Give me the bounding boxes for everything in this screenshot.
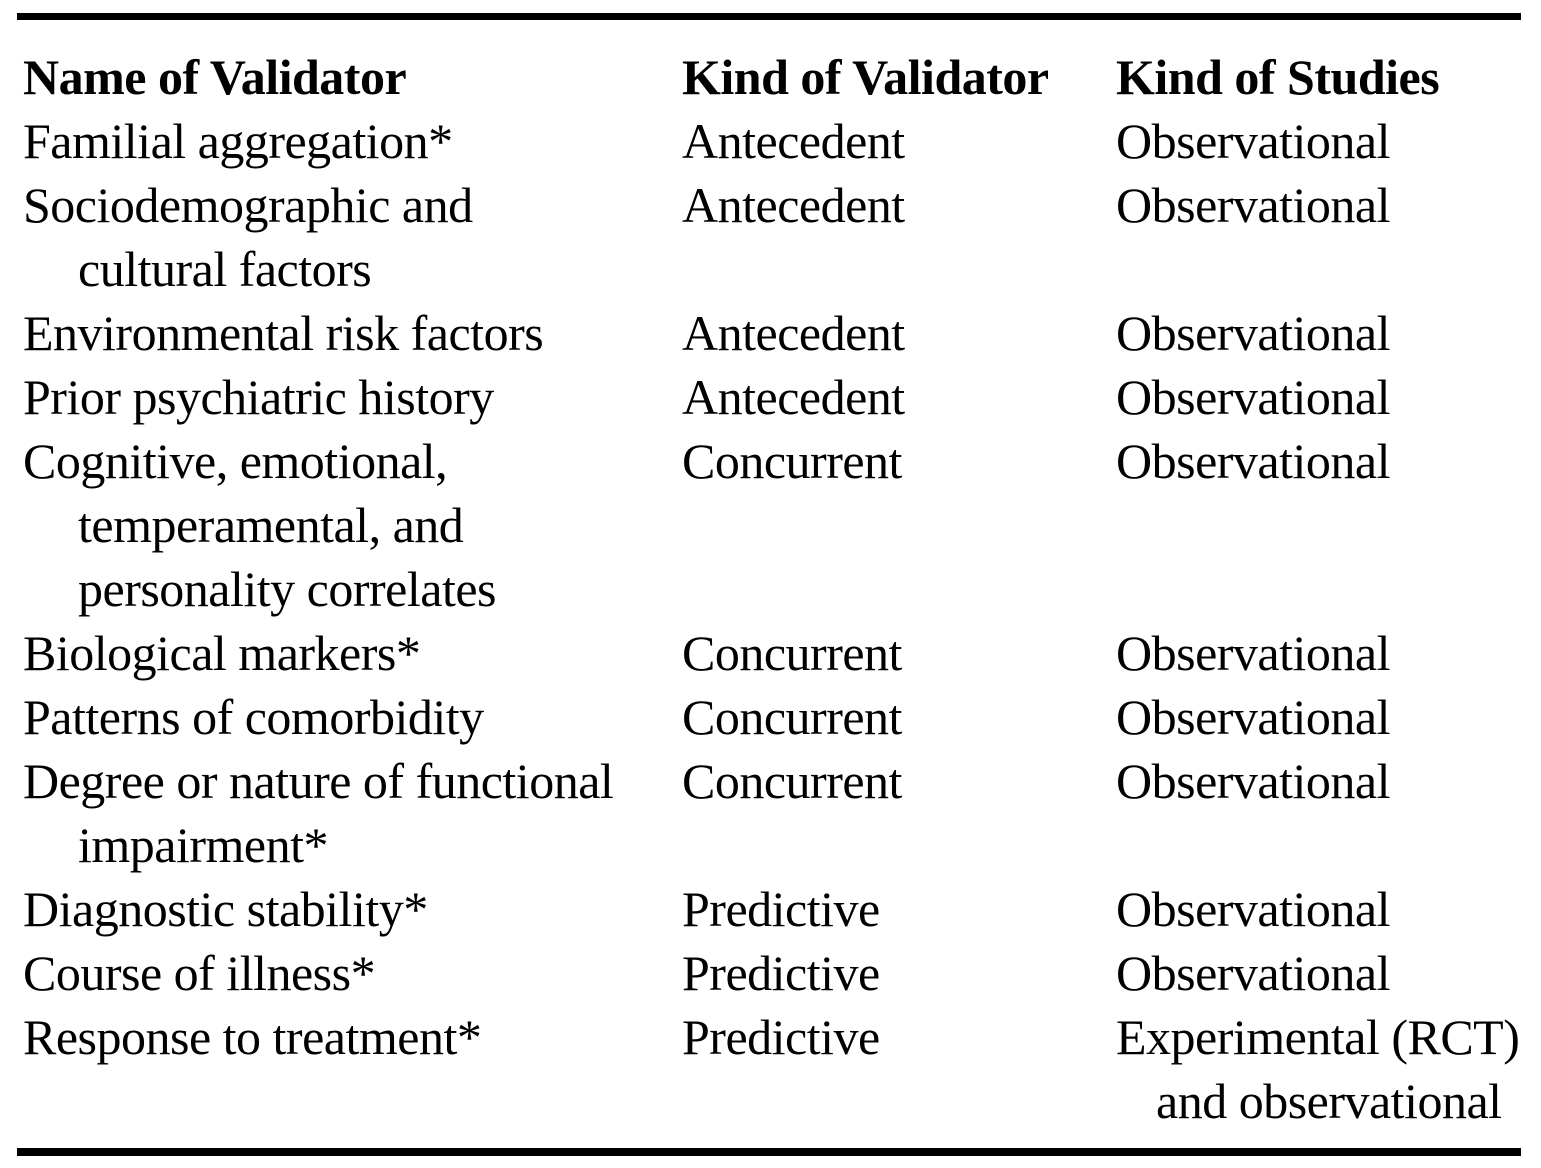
table-row: Course of illness* Predictive Observatio… (23, 941, 1541, 1005)
cell-line: Observational (1116, 177, 1390, 233)
cell-line: Concurrent (682, 753, 902, 809)
cell-line: Predictive (682, 1009, 880, 1065)
table-header-row: Name of Validator Kind of Validator Kind… (23, 45, 1541, 109)
cell-line: Cognitive, emotional, (23, 433, 448, 489)
cell-line: personality correlates (78, 561, 496, 617)
cell-kind-of-studies: Observational (1116, 301, 1541, 365)
table-bottom-rule (17, 1148, 1521, 1156)
cell-name-of-validator: Cognitive, emotional, temperamental, and p… (23, 429, 682, 621)
cell-line: Familial aggregation* (23, 113, 453, 169)
cell-kind-of-validator: Antecedent (682, 173, 1116, 237)
cell-name-of-validator: Prior psychiatric history (23, 365, 682, 429)
cell-name-of-validator: Biological markers* (23, 621, 682, 685)
cell-line: Antecedent (682, 369, 905, 425)
cell-kind-of-studies: Observational (1116, 685, 1541, 749)
cell-name-of-validator: Sociodemographic and cultural factors (23, 173, 682, 301)
cell-line: Degree or nature of functional (23, 753, 614, 809)
cell-line: Concurrent (682, 689, 902, 745)
cell-line: Observational (1116, 369, 1390, 425)
table-row: Diagnostic stability* Predictive Observa… (23, 877, 1541, 941)
cell-line: Observational (1116, 625, 1390, 681)
cell-name-of-validator: Diagnostic stability* (23, 877, 682, 941)
cell-name-of-validator: Patterns of comorbidity (23, 685, 682, 749)
cell-kind-of-validator: Predictive (682, 877, 1116, 941)
cell-line: Observational (1116, 753, 1390, 809)
cell-kind-of-validator: Antecedent (682, 109, 1116, 173)
cell-line: impairment* (78, 817, 329, 873)
cell-line: Antecedent (682, 177, 905, 233)
cell-line: temperamental, and (78, 497, 464, 553)
cell-name-of-validator: Response to treatment* (23, 1005, 682, 1069)
column-header-name-of-validator: Name of Validator (23, 45, 682, 109)
cell-kind-of-validator: Concurrent (682, 429, 1116, 493)
header-label: Kind of Studies (1116, 49, 1440, 105)
cell-kind-of-validator: Antecedent (682, 365, 1116, 429)
cell-line: Observational (1116, 881, 1390, 937)
cell-line: Environmental risk factors (23, 305, 544, 361)
cell-kind-of-validator: Predictive (682, 941, 1116, 1005)
table-row: Degree or nature of functional impairment… (23, 749, 1541, 877)
cell-kind-of-studies: Observational (1116, 109, 1541, 173)
cell-line: Experimental (RCT) (1116, 1009, 1520, 1065)
cell-line: and observational (1156, 1073, 1502, 1129)
table-row: Patterns of comorbidity Concurrent Obser… (23, 685, 1541, 749)
cell-kind-of-validator: Antecedent (682, 301, 1116, 365)
table-body: Familial aggregation* Antecedent Observa… (23, 109, 1541, 1133)
cell-kind-of-studies: Observational (1116, 429, 1541, 493)
cell-line: Concurrent (682, 433, 902, 489)
cell-kind-of-studies: Observational (1116, 749, 1541, 813)
cell-line: Observational (1116, 113, 1390, 169)
cell-line: Biological markers* (23, 625, 421, 681)
column-header-kind-of-validator: Kind of Validator (682, 45, 1116, 109)
cell-line: Diagnostic stability* (23, 881, 428, 937)
cell-line: Predictive (682, 945, 880, 1001)
table-row: Environmental risk factors Antecedent Ob… (23, 301, 1541, 365)
cell-name-of-validator: Environmental risk factors (23, 301, 682, 365)
cell-line: Antecedent (682, 113, 905, 169)
cell-kind-of-validator: Predictive (682, 1005, 1116, 1069)
validators-table: Name of Validator Kind of Validator Kind… (23, 45, 1541, 1133)
table-row: Biological markers* Concurrent Observati… (23, 621, 1541, 685)
cell-line: Antecedent (682, 305, 905, 361)
column-header-kind-of-studies: Kind of Studies (1116, 45, 1541, 109)
cell-line: Sociodemographic and (23, 177, 473, 233)
cell-line: Prior psychiatric history (23, 369, 494, 425)
table-row: Sociodemographic and cultural factors Ant… (23, 173, 1541, 301)
cell-line: Observational (1116, 433, 1390, 489)
table-row: Response to treatment* Predictive Experi… (23, 1005, 1541, 1133)
header-label: Kind of Validator (682, 49, 1049, 105)
table-row: Prior psychiatric history Antecedent Obs… (23, 365, 1541, 429)
cell-kind-of-validator: Concurrent (682, 685, 1116, 749)
cell-kind-of-studies: Observational (1116, 365, 1541, 429)
cell-kind-of-studies: Observational (1116, 877, 1541, 941)
cell-line: cultural factors (78, 241, 372, 297)
cell-line: Concurrent (682, 625, 902, 681)
cell-line: Observational (1116, 305, 1390, 361)
cell-line: Response to treatment* (23, 1009, 482, 1065)
cell-line: Patterns of comorbidity (23, 689, 484, 745)
cell-kind-of-validator: Concurrent (682, 749, 1116, 813)
table-top-rule (17, 13, 1521, 20)
cell-kind-of-studies: Experimental (RCT) and observational (1116, 1005, 1541, 1133)
cell-kind-of-studies: Observational (1116, 941, 1541, 1005)
cell-name-of-validator: Course of illness* (23, 941, 682, 1005)
cell-name-of-validator: Familial aggregation* (23, 109, 682, 173)
cell-line: Course of illness* (23, 945, 376, 1001)
cell-line: Predictive (682, 881, 880, 937)
cell-name-of-validator: Degree or nature of functional impairment… (23, 749, 682, 877)
header-label: Name of Validator (23, 49, 407, 105)
table-row: Cognitive, emotional, temperamental, and p… (23, 429, 1541, 621)
table-row: Familial aggregation* Antecedent Observa… (23, 109, 1541, 173)
cell-line: Observational (1116, 689, 1390, 745)
cell-line: Observational (1116, 945, 1390, 1001)
cell-kind-of-studies: Observational (1116, 173, 1541, 237)
cell-kind-of-studies: Observational (1116, 621, 1541, 685)
cell-kind-of-validator: Concurrent (682, 621, 1116, 685)
